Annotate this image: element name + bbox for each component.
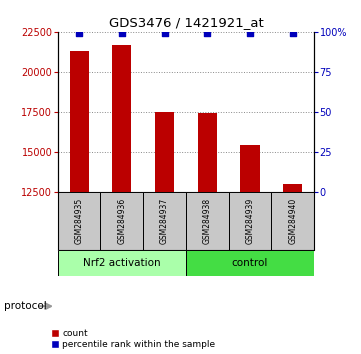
Text: GSM284935: GSM284935: [75, 198, 84, 244]
Point: [119, 31, 125, 36]
Bar: [58, 250, 186, 276]
Text: control: control: [232, 258, 268, 268]
Point: [162, 31, 168, 36]
Bar: [155, 112, 174, 354]
Text: GSM284939: GSM284939: [245, 198, 255, 244]
Bar: [112, 45, 131, 354]
Bar: [143, 192, 186, 250]
Bar: [186, 250, 314, 276]
Title: GDS3476 / 1421921_at: GDS3476 / 1421921_at: [109, 16, 263, 29]
Point: [290, 31, 296, 36]
Bar: [240, 145, 260, 354]
Legend: count, percentile rank within the sample: count, percentile rank within the sample: [52, 329, 216, 349]
Text: Nrf2 activation: Nrf2 activation: [83, 258, 161, 268]
Text: GSM284940: GSM284940: [288, 198, 297, 244]
Bar: [186, 192, 229, 250]
Text: GSM284938: GSM284938: [203, 198, 212, 244]
Text: GSM284936: GSM284936: [117, 198, 126, 244]
Bar: [70, 51, 89, 354]
Bar: [100, 192, 143, 250]
Point: [247, 31, 253, 36]
Point: [204, 31, 210, 36]
Bar: [229, 192, 271, 250]
Bar: [58, 192, 100, 250]
Bar: [198, 113, 217, 354]
Bar: [283, 184, 302, 354]
Text: GSM284937: GSM284937: [160, 198, 169, 244]
Point: [76, 31, 82, 36]
Text: protocol: protocol: [4, 301, 46, 311]
Bar: [271, 192, 314, 250]
